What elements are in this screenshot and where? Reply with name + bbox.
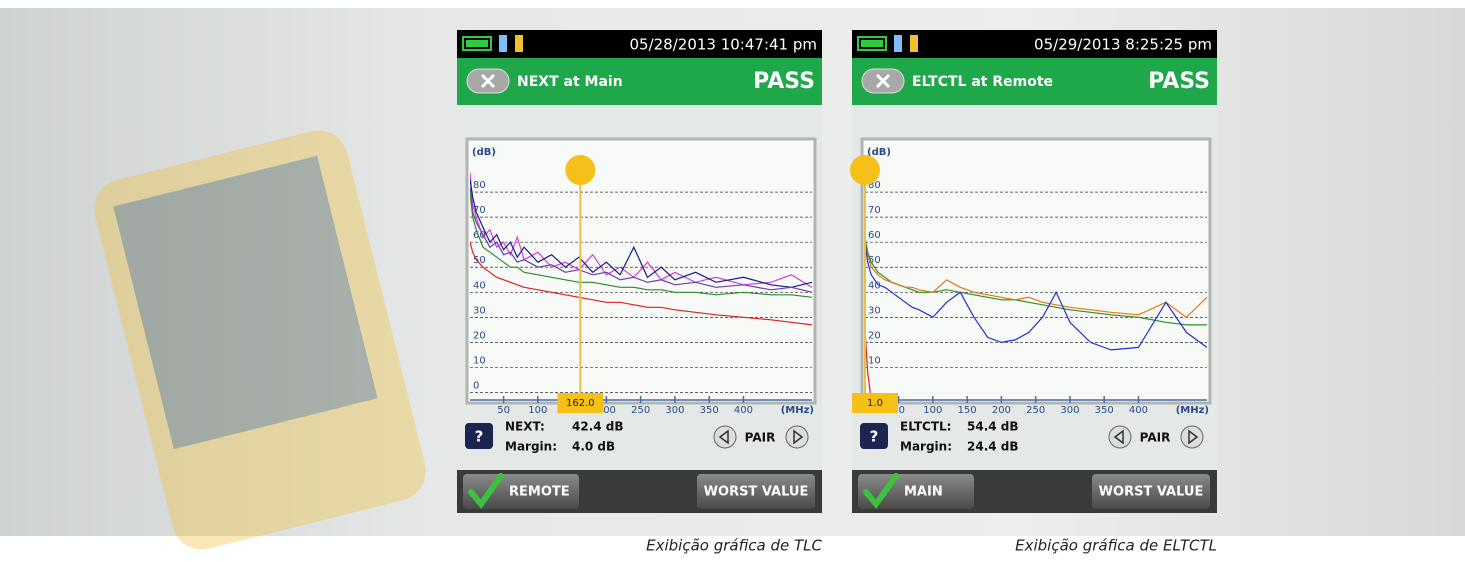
x-axis-label: (MHz) (781, 405, 814, 416)
test-title: NEXT at Main (517, 74, 623, 90)
x-tick-label: 350 (1095, 405, 1114, 416)
y-tick-label: 30 (868, 305, 881, 316)
battery-level (466, 40, 488, 47)
x-tick-label: 200 (992, 405, 1011, 416)
caption: Exibição gráfica de ELTCTL (1015, 537, 1217, 555)
y-tick-label: 60 (868, 230, 881, 241)
result: PASS (1148, 69, 1210, 94)
x-tick-label: 50 (497, 405, 510, 416)
readout-value: 24.4 dB (967, 440, 1019, 454)
x-tick-label: 150 (958, 405, 977, 416)
pair-next[interactable] (786, 426, 808, 448)
battery-level (861, 40, 883, 47)
result: PASS (753, 69, 815, 94)
right-button-label: WORST VALUE (1099, 485, 1204, 500)
pair-prev[interactable] (1109, 426, 1131, 448)
pair-label: PAIR (1140, 431, 1171, 445)
readout-value: 54.4 dB (967, 420, 1019, 434)
readout-value: 4.0 dB (572, 440, 615, 454)
device-screen: 05/28/2013 10:47:41 pm NEXT at Main PASS (d… (457, 30, 822, 513)
y-tick-label: 0 (473, 380, 479, 391)
left-button-label: REMOTE (509, 485, 570, 500)
y-tick-label: 20 (473, 330, 486, 341)
y-tick-label: 80 (473, 180, 486, 191)
plot-frame (467, 139, 815, 403)
y-tick-label: 20 (868, 330, 881, 341)
y-tick-label: 10 (868, 355, 881, 366)
x-tick-label: 250 (631, 405, 650, 416)
y-tick-label: 40 (473, 280, 486, 291)
cursor-handle[interactable] (565, 155, 595, 185)
right-button-label: WORST VALUE (704, 485, 809, 500)
readout-value: 42.4 dB (572, 420, 624, 434)
readout-label: Margin: (505, 440, 557, 454)
help-label: ? (475, 428, 484, 446)
timestamp: 05/28/2013 10:47:41 pm (630, 36, 818, 54)
y-tick-label: 10 (473, 355, 486, 366)
plot-frame (862, 139, 1210, 403)
readout-label: NEXT: (505, 420, 545, 434)
left-button-label: MAIN (904, 485, 943, 500)
pair-next[interactable] (1181, 426, 1203, 448)
pair-prev[interactable] (714, 426, 736, 448)
x-tick-label: 100 (923, 405, 942, 416)
test-title: ELTCTL at Remote (912, 74, 1053, 90)
cursor-label: 1.0 (867, 398, 883, 409)
y-tick-label: 40 (868, 280, 881, 291)
link-icon (515, 35, 523, 52)
y-tick-label: 70 (868, 205, 881, 216)
x-tick-label: 400 (1129, 405, 1148, 416)
link-icon (894, 35, 902, 52)
y-tick-label: 30 (473, 305, 486, 316)
x-tick-label: 300 (665, 405, 684, 416)
caption: Exibição gráfica de TLC (646, 537, 822, 555)
help-label: ? (870, 428, 879, 446)
pair-label: PAIR (745, 431, 776, 445)
timestamp: 05/29/2013 8:25:25 pm (1034, 36, 1212, 54)
x-tick-label: 300 (1060, 405, 1079, 416)
x-tick-label: 400 (734, 405, 753, 416)
readout-label: Margin: (900, 440, 952, 454)
x-axis-label: (MHz) (1176, 405, 1209, 416)
link-icon (910, 35, 918, 52)
x-tick-label: 100 (528, 405, 547, 416)
x-tick-label: 350 (700, 405, 719, 416)
cursor-handle[interactable] (850, 155, 880, 185)
device-screen: 05/29/2013 8:25:25 pm ELTCTL at Remote PAS… (850, 30, 1217, 513)
cursor-label: 162.0 (566, 398, 595, 409)
page: 05/28/2013 10:47:41 pm NEXT at Main PASS (d… (0, 0, 1465, 558)
link-icon (499, 35, 507, 52)
x-tick-label: 250 (1026, 405, 1045, 416)
readout-label: ELTCTL: (900, 420, 951, 434)
y-axis-label: (dB) (472, 147, 496, 158)
